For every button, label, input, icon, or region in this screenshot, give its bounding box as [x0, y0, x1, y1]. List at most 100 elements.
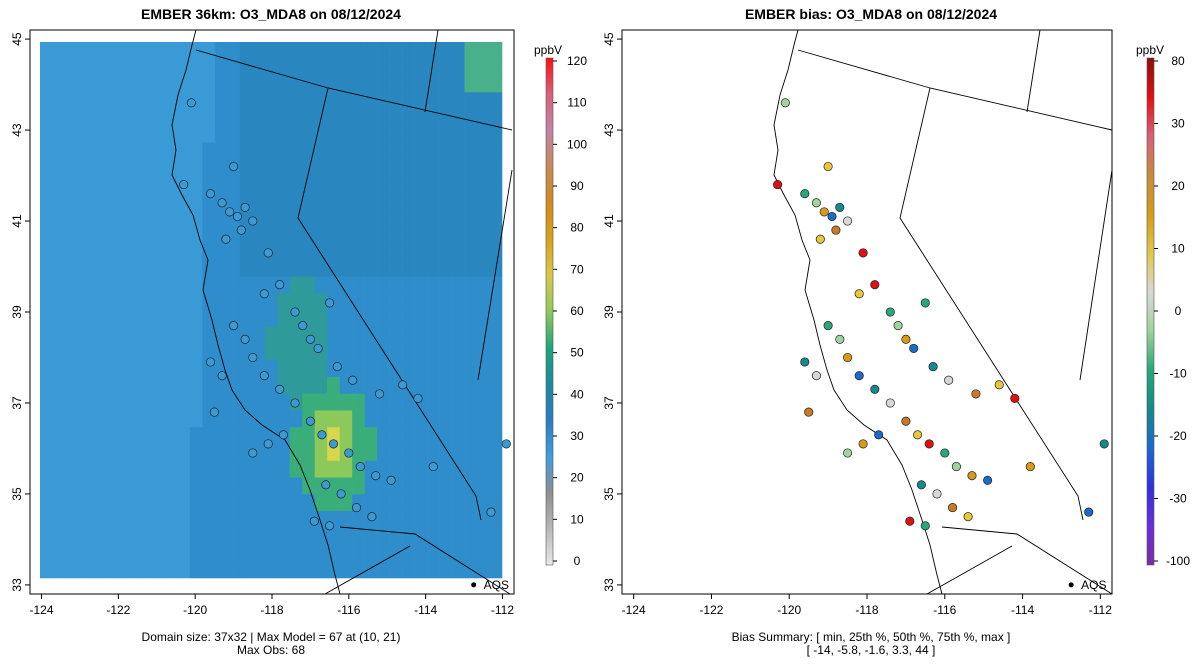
model-grid-cell	[414, 276, 428, 294]
model-grid-cell	[252, 125, 266, 143]
model-grid-cell	[452, 527, 465, 545]
model-grid-cell	[364, 410, 378, 428]
model-grid-cell	[489, 109, 503, 127]
model-grid-cell	[289, 75, 303, 93]
model-grid-cell	[489, 142, 503, 160]
model-grid-cell	[377, 176, 390, 194]
model-grid-cell	[264, 209, 278, 227]
model-grid-cell	[289, 142, 303, 160]
model-grid-cell	[264, 393, 278, 411]
station-marker	[800, 357, 810, 367]
model-grid-cell	[302, 276, 316, 294]
model-grid-cell	[139, 544, 153, 562]
model-grid-cell	[289, 276, 303, 294]
model-grid-cell	[364, 544, 378, 562]
station-marker	[248, 352, 258, 363]
model-grid-cell	[189, 511, 203, 529]
colorbar-tick-label: -30	[1169, 492, 1187, 506]
model-grid-cell	[164, 343, 178, 361]
model-grid-cell	[314, 243, 328, 261]
model-grid-cell	[52, 75, 66, 93]
model-grid-cell	[352, 310, 365, 328]
model-grid-cell	[52, 494, 66, 512]
model-grid-cell	[352, 444, 365, 462]
station-marker	[217, 198, 227, 208]
model-grid-cell	[214, 310, 228, 328]
model-grid-cell	[139, 176, 153, 194]
model-grid-cell	[302, 343, 316, 361]
model-grid-cell	[164, 511, 178, 529]
model-grid-cell	[252, 276, 266, 294]
model-grid-cell	[439, 276, 453, 294]
model-grid-cell	[239, 511, 253, 529]
model-grid-cell	[114, 460, 128, 478]
model-grid-cell	[377, 310, 390, 328]
right-monitor-stations	[773, 98, 1109, 531]
model-grid-cell	[289, 544, 303, 562]
model-grid-cell	[214, 544, 228, 562]
model-grid-cell	[77, 326, 91, 344]
model-grid-cell	[177, 109, 191, 127]
model-grid-cell	[339, 393, 353, 411]
model-grid-cell	[114, 360, 128, 378]
model-grid-cell	[327, 125, 340, 143]
model-grid-cell	[77, 293, 91, 311]
model-grid-cell	[102, 460, 116, 478]
model-grid-cell	[202, 209, 216, 227]
model-grid-cell	[139, 561, 153, 579]
model-grid-cell	[89, 159, 103, 177]
station-marker	[205, 189, 216, 199]
model-grid-cell	[277, 343, 291, 361]
model-grid-cell	[464, 42, 478, 60]
model-grid-cell	[152, 42, 166, 60]
model-grid-cell	[139, 427, 153, 445]
model-grid-cell	[302, 75, 316, 93]
model-grid-cell	[89, 75, 103, 93]
model-grid-cell	[377, 75, 390, 93]
model-grid-cell	[64, 393, 78, 411]
station-marker	[221, 234, 231, 244]
model-grid-cell	[352, 427, 365, 445]
model-grid-cell	[377, 544, 390, 562]
model-grid-cell	[89, 494, 103, 512]
model-grid-cell	[239, 393, 253, 411]
model-grid-cell	[464, 410, 478, 428]
model-grid-cell	[77, 544, 91, 562]
model-grid-cell	[339, 427, 353, 445]
model-grid-cell	[102, 444, 116, 462]
domain-summary: Domain size: 37x32 | Max Model = 67 at (…	[141, 630, 401, 644]
model-grid-cell	[364, 192, 378, 210]
model-grid-cell	[252, 42, 266, 60]
model-grid-cell	[302, 176, 316, 194]
model-grid-cell	[127, 343, 141, 361]
model-grid-cell	[189, 444, 203, 462]
model-grid-cell	[452, 125, 465, 143]
model-grid-cell	[139, 393, 153, 411]
model-grid-cell	[177, 326, 191, 344]
model-grid-cell	[289, 460, 303, 478]
model-grid-cell	[464, 310, 478, 328]
model-grid-cell	[139, 326, 153, 344]
station-marker	[858, 248, 868, 258]
model-grid-cell	[64, 75, 78, 93]
model-grid-cell	[414, 192, 428, 210]
colorbar-tick-label: 0	[1175, 304, 1182, 318]
station-marker	[854, 371, 864, 381]
station-marker	[179, 180, 189, 190]
model-grid-cell	[152, 477, 166, 495]
model-grid-cell	[489, 427, 503, 445]
model-grid-cell	[114, 276, 128, 294]
model-grid-cell	[239, 125, 253, 143]
model-grid-cell	[464, 444, 478, 462]
model-grid-cell	[227, 75, 241, 93]
model-grid-cell	[439, 209, 453, 227]
model-grid-cell	[89, 410, 103, 428]
station-marker	[240, 202, 250, 212]
model-grid-cell	[227, 544, 241, 562]
model-grid-cell	[64, 377, 78, 395]
model-grid-cell	[40, 42, 53, 60]
station-marker	[275, 384, 285, 394]
station-marker	[186, 98, 196, 108]
model-grid-cell	[402, 176, 415, 194]
right-colorbar-ticks: 80 30 20 10 0 -10 -20 -30 -100	[1154, 54, 1190, 568]
